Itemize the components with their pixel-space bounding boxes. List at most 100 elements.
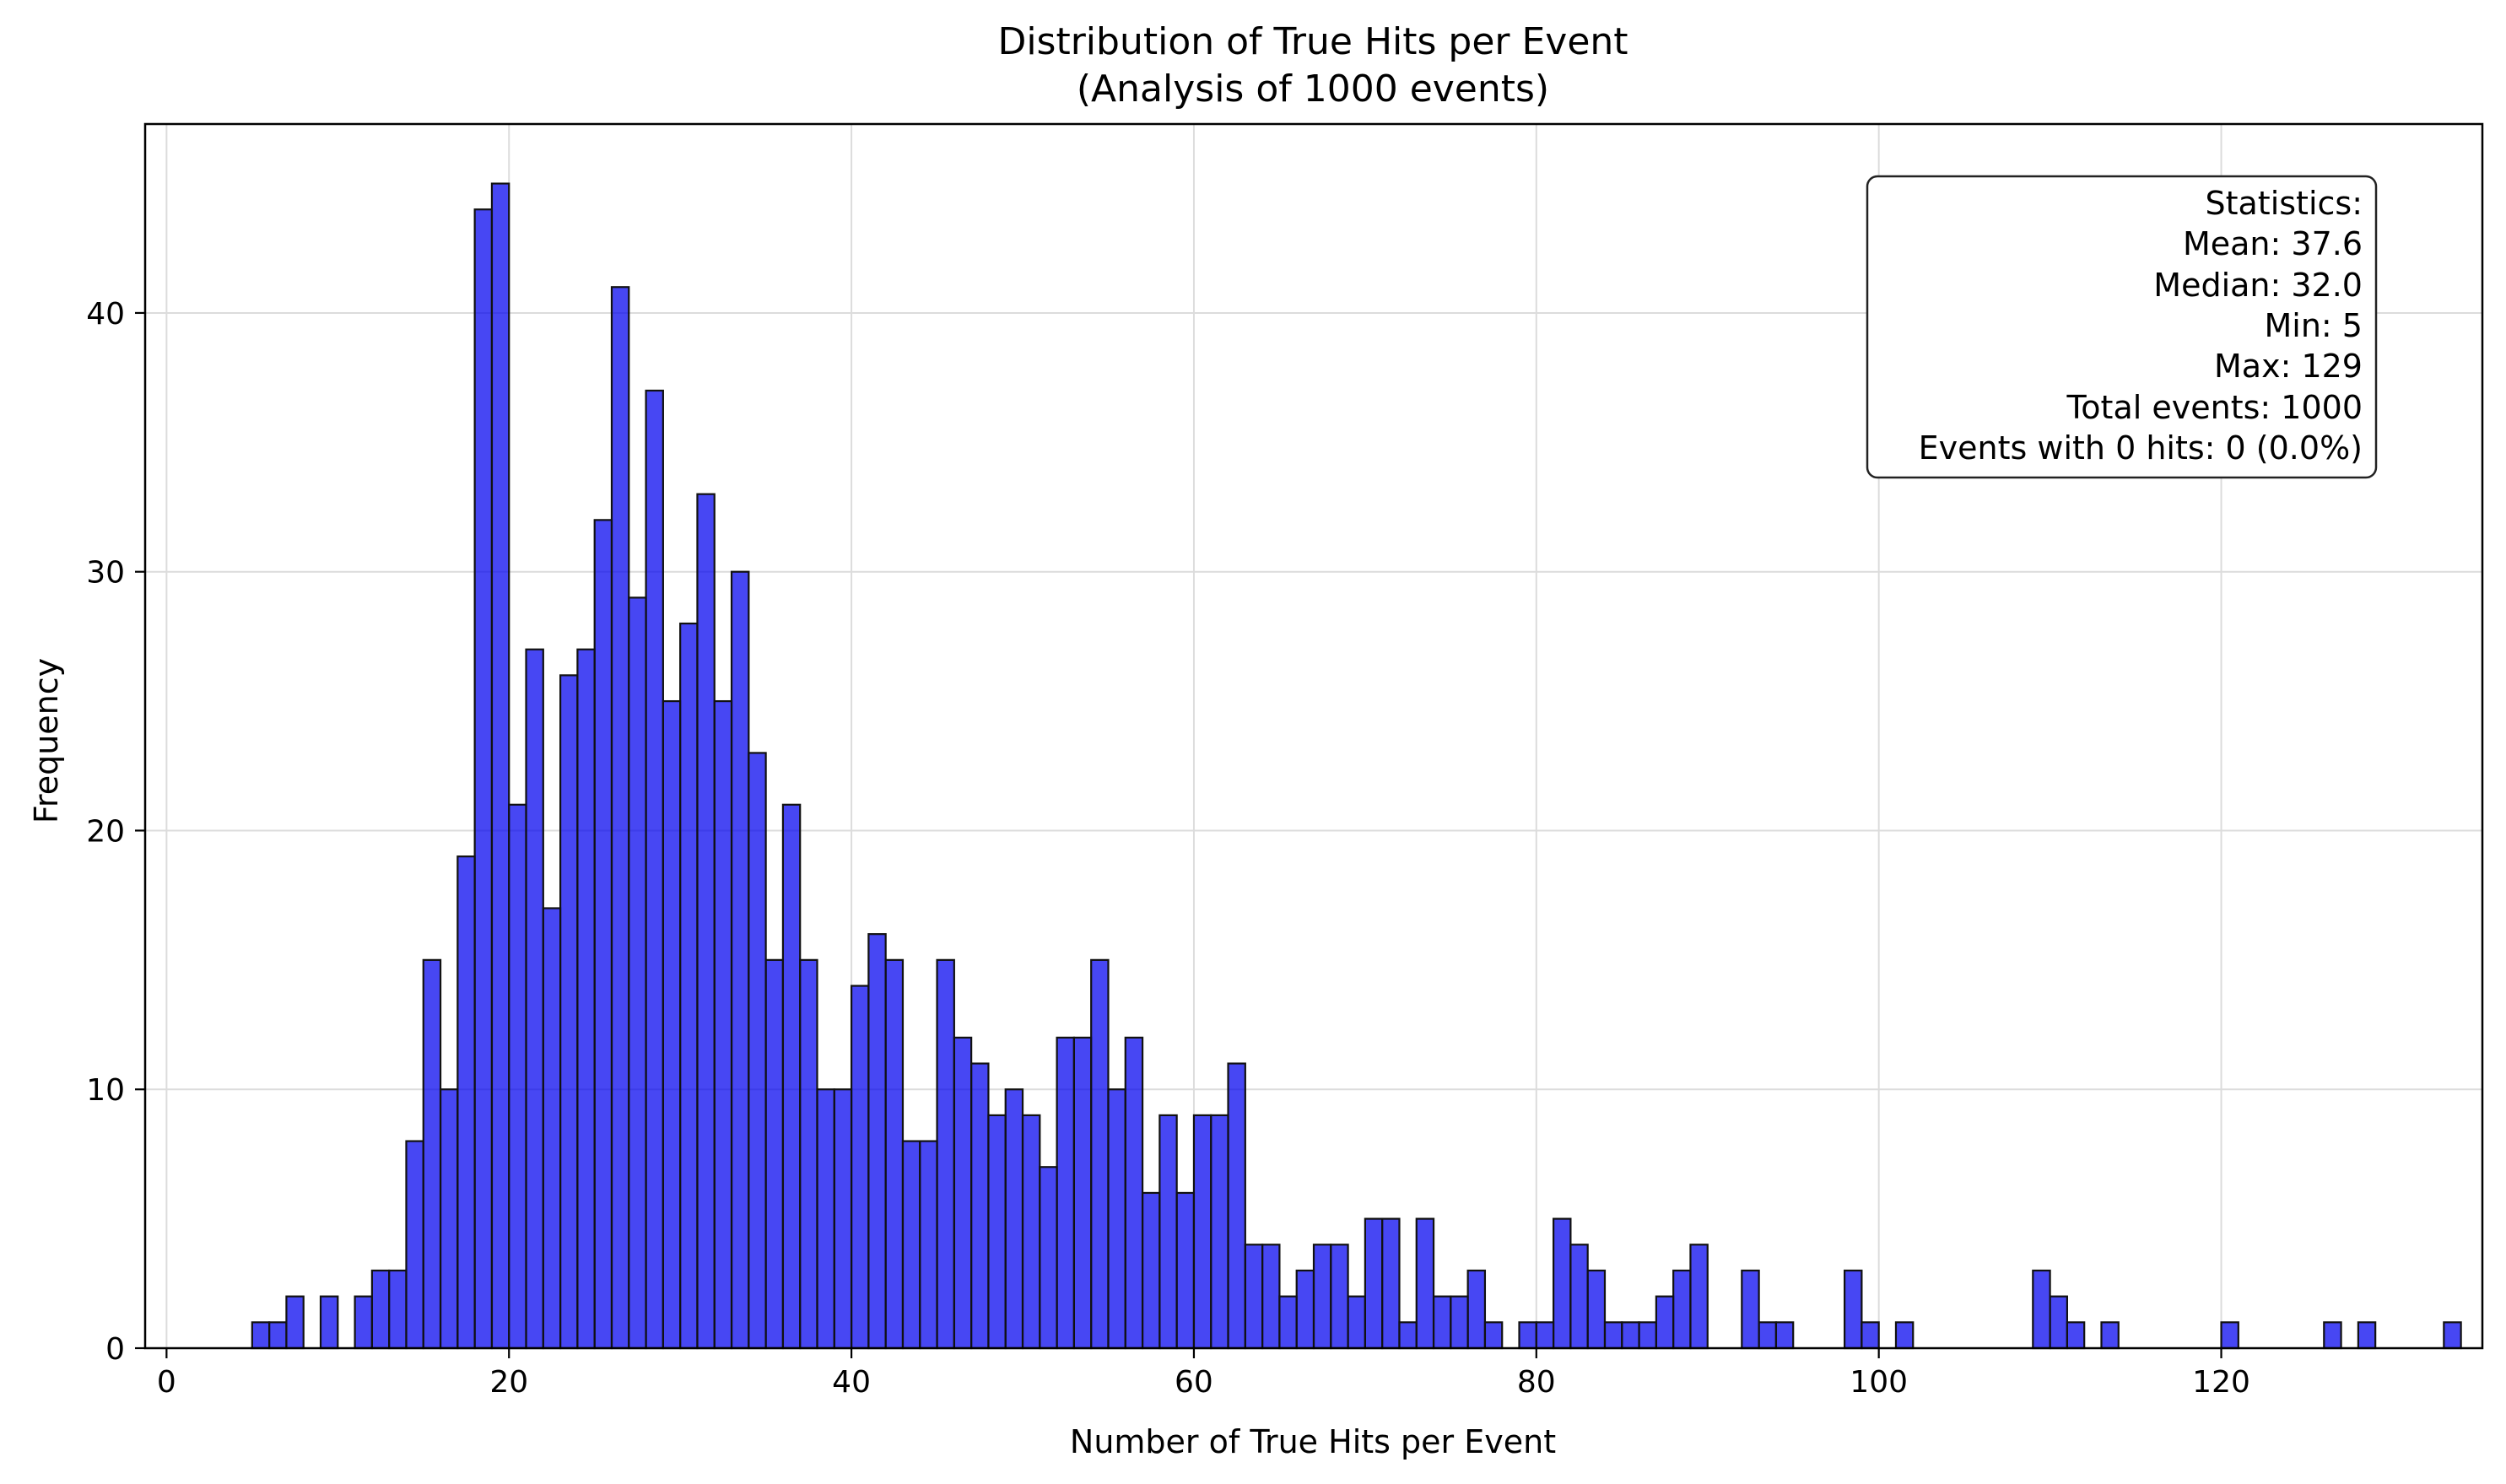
chart-subtitle: (Analysis of 1000 events) (1077, 67, 1549, 111)
histogram-bar (490, 182, 510, 1350)
stats-line-median: Median: 32.0 (2153, 267, 2363, 304)
stats-line-min: Min: 5 (2265, 307, 2363, 344)
statistics-box-frame (1866, 175, 2378, 479)
histogram-bar (730, 570, 750, 1350)
histogram-bar (1278, 1295, 1298, 1350)
histogram-bar (1689, 1244, 1709, 1350)
histogram-bar (901, 1140, 921, 1350)
histogram-bar (1210, 1114, 1229, 1350)
statistics-box: Statistics: Mean: 37.6 Median: 32.0 Min:… (1866, 175, 2378, 479)
histogram-bar (1638, 1321, 1657, 1350)
histogram-bar (781, 803, 802, 1350)
histogram-bar (1004, 1088, 1024, 1350)
histogram-bar (610, 286, 630, 1350)
stats-line-max: Max: 129 (2214, 348, 2363, 385)
histogram-bar (1621, 1321, 1640, 1350)
histogram-bar (953, 1036, 973, 1350)
y-tick-label: 30 (86, 556, 125, 591)
histogram-bar (1741, 1269, 1760, 1350)
histogram-bar (1261, 1244, 1281, 1350)
histogram-bar (1107, 1088, 1126, 1350)
histogram-bar (285, 1295, 305, 1350)
histogram-bar (1535, 1321, 1555, 1350)
histogram-bar (816, 1088, 835, 1350)
y-tick-label: 40 (86, 297, 125, 332)
histogram-bar (456, 855, 476, 1350)
y-axis-label: Frequency (28, 658, 65, 823)
histogram-bar (1843, 1269, 1863, 1350)
histogram-bar (1090, 958, 1110, 1350)
histogram-bar (1894, 1321, 1915, 1350)
y-axis-ticks: 0 10 20 30 40 (86, 297, 145, 1367)
histogram-bar (542, 907, 562, 1350)
histogram-bar (268, 1321, 288, 1350)
histogram-bar (1364, 1217, 1384, 1350)
histogram-bar (1021, 1114, 1041, 1350)
histogram-bar (1398, 1321, 1418, 1350)
histogram-bar (1039, 1166, 1058, 1350)
histogram-bar (422, 958, 442, 1350)
histogram-bar (850, 985, 870, 1350)
histogram-bar (1295, 1269, 1315, 1350)
x-tick-label: 120 (2192, 1365, 2250, 1400)
histogram-bar (970, 1062, 990, 1350)
histogram-bar (593, 519, 613, 1350)
histogram-bar (1603, 1321, 1623, 1350)
histogram-bar (319, 1295, 339, 1350)
histogram-bar (2049, 1295, 2068, 1350)
x-tick-label: 40 (832, 1365, 871, 1400)
histogram-bar (388, 1269, 408, 1350)
histogram-bar (764, 958, 785, 1350)
histogram-bar (1450, 1295, 1469, 1350)
histogram-bar (1518, 1321, 1537, 1350)
histogram-bar (1466, 1269, 1487, 1350)
histogram-bar (1381, 1217, 1401, 1350)
histogram-bar (987, 1114, 1007, 1350)
y-tick-label: 20 (86, 814, 125, 849)
histogram-bar (405, 1140, 424, 1350)
histogram-bar (508, 803, 527, 1350)
histogram-bar (439, 1088, 459, 1350)
histogram-bar (2220, 1321, 2239, 1350)
histogram-bar (1175, 1191, 1196, 1350)
histogram-bar (1192, 1114, 1212, 1350)
histogram-bar (1483, 1321, 1504, 1350)
plot-frame (143, 122, 2484, 1350)
histogram-bar (1586, 1269, 1607, 1350)
histogram-bar (1672, 1269, 1692, 1350)
histogram-bar (1141, 1191, 1161, 1350)
histogram-bar (919, 1140, 938, 1350)
histogram-bar (473, 208, 494, 1350)
x-tick-label: 20 (489, 1365, 528, 1400)
x-axis-label: Number of True Hits per Event (1070, 1423, 1556, 1460)
stats-line-total-events: Total events: 1000 (2066, 389, 2363, 426)
histogram-bar (1312, 1244, 1332, 1350)
histogram-bar (867, 933, 887, 1350)
plot-area: 0 20 40 60 80 100 120 0 10 20 30 40 (86, 122, 2484, 1400)
histogram-bar (559, 674, 579, 1350)
histogram-bar (628, 596, 647, 1350)
histogram-bar (2100, 1321, 2120, 1350)
histogram-bar (1861, 1321, 1880, 1350)
histogram-bar (645, 389, 664, 1350)
histogram-bar (1553, 1217, 1572, 1350)
chart-title: Distribution of True Hits per Event (997, 20, 1628, 63)
histogram-bar (2323, 1321, 2342, 1350)
x-tick-label: 0 (157, 1365, 176, 1400)
histogram-bar (2443, 1321, 2462, 1350)
histogram-bar (1227, 1062, 1246, 1350)
histogram-bar (1072, 1036, 1093, 1350)
histogram-bar (1124, 1036, 1144, 1350)
y-tick-label: 10 (86, 1073, 125, 1108)
histogram-bar (1569, 1244, 1589, 1350)
histogram-bar (662, 699, 682, 1350)
histogram-bar (799, 958, 818, 1350)
histogram-bar (936, 958, 955, 1350)
stats-line-heading: Statistics: (2205, 185, 2363, 222)
histogram-bar (1432, 1295, 1452, 1350)
histogram-bar (748, 752, 767, 1350)
histogram-bar (1056, 1036, 1075, 1350)
histogram-bar (833, 1088, 853, 1350)
x-tick-label: 60 (1175, 1365, 1213, 1400)
